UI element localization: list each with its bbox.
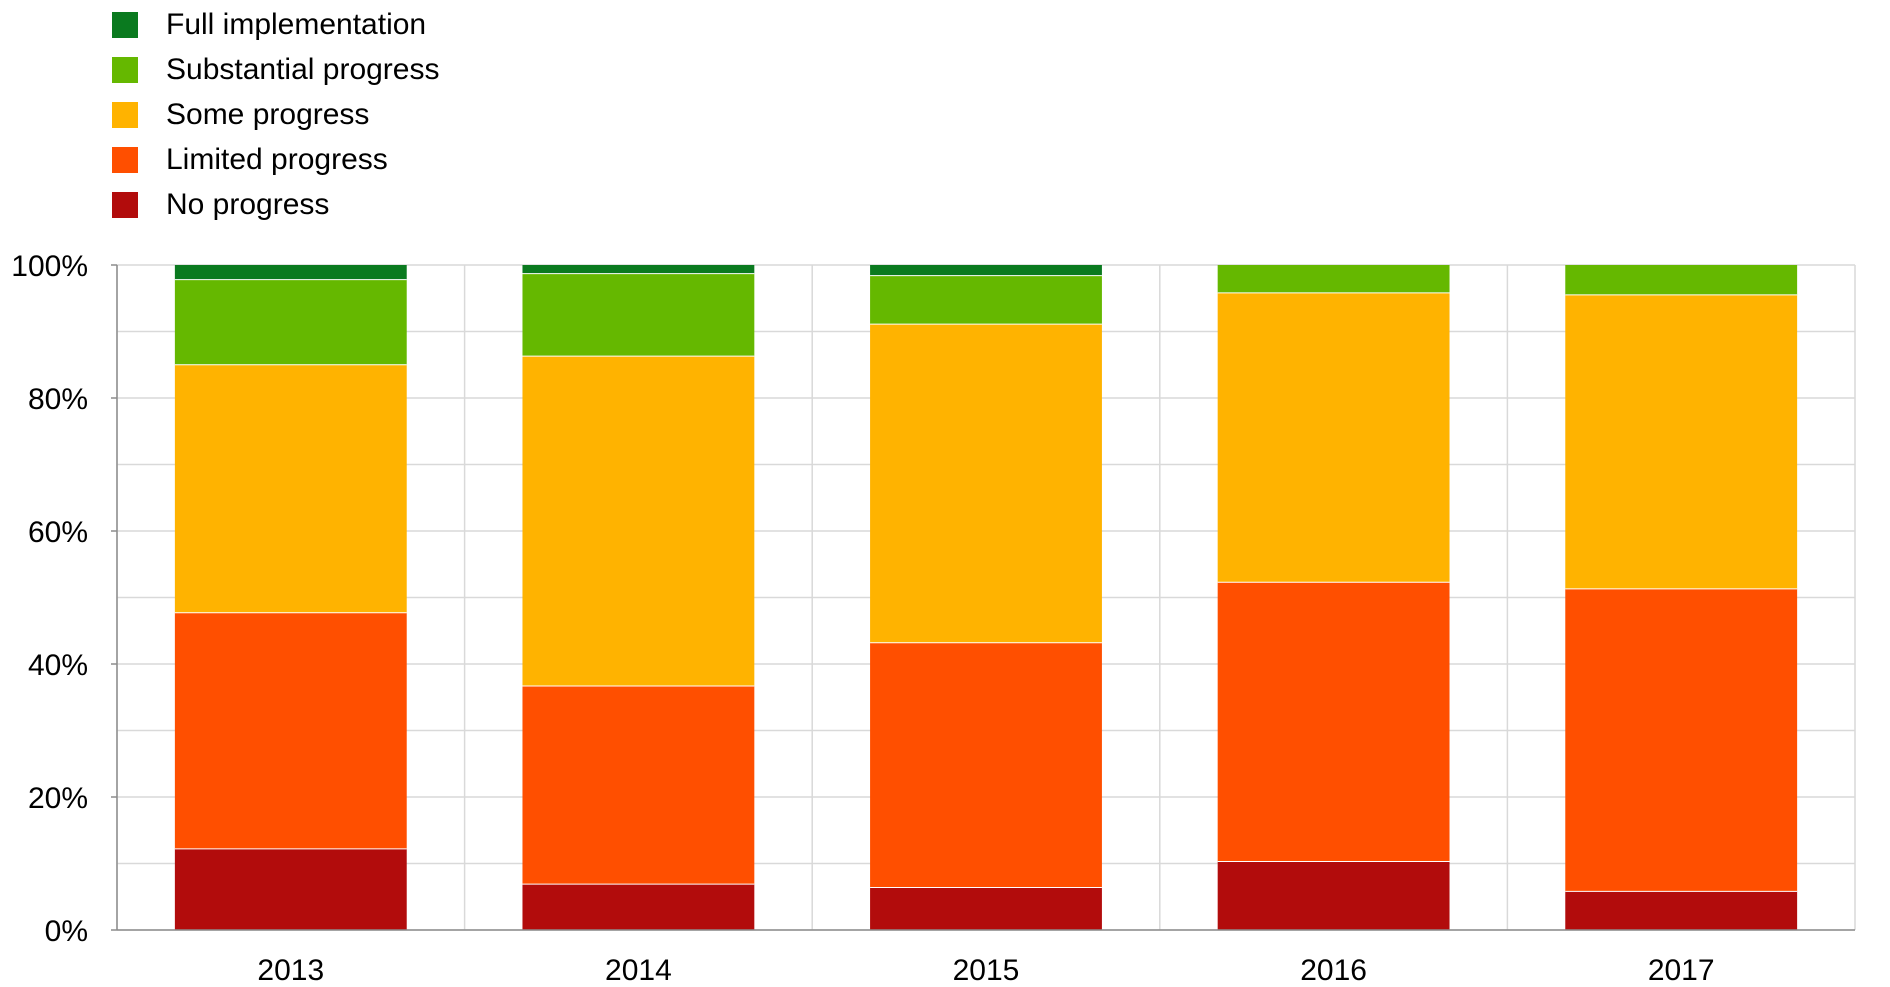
bar-segment bbox=[1565, 265, 1798, 295]
bar-segment bbox=[522, 356, 755, 686]
y-tick-label: 100% bbox=[11, 250, 88, 283]
legend-label: Limited progress bbox=[166, 142, 388, 176]
legend-item: Substantial progress bbox=[112, 47, 440, 92]
bar-segment bbox=[1217, 265, 1450, 293]
bar-segment bbox=[1217, 861, 1450, 930]
bar-segment bbox=[1565, 891, 1798, 930]
x-tick-label: 2013 bbox=[257, 954, 324, 987]
bar-segment bbox=[1565, 588, 1798, 892]
bar-segment bbox=[522, 265, 755, 274]
legend-label: Full implementation bbox=[166, 7, 427, 41]
bar-segment bbox=[522, 273, 755, 357]
y-tick-label: 20% bbox=[28, 782, 88, 815]
legend-item: Some progress bbox=[112, 92, 440, 137]
legend-label: Substantial progress bbox=[166, 52, 440, 86]
bar-segment bbox=[1565, 294, 1798, 589]
bar-segment bbox=[870, 642, 1102, 888]
x-tick-label: 2017 bbox=[1648, 954, 1715, 987]
y-tick-label: 60% bbox=[28, 516, 88, 549]
legend-swatch bbox=[112, 191, 138, 218]
legend-swatch bbox=[112, 146, 138, 173]
legend-swatch bbox=[112, 56, 138, 83]
x-tick-label: 2014 bbox=[605, 954, 672, 987]
y-tick-label: 40% bbox=[28, 649, 88, 682]
x-tick-label: 2015 bbox=[953, 954, 1020, 987]
bar-segment bbox=[870, 887, 1102, 930]
bar-segment bbox=[522, 685, 755, 885]
bar-segment bbox=[1217, 582, 1450, 862]
bar-segment bbox=[1217, 292, 1450, 583]
legend-item: Limited progress bbox=[112, 137, 440, 182]
bar-segment bbox=[870, 265, 1102, 276]
bar-segment bbox=[522, 884, 755, 930]
bar-segment bbox=[174, 612, 407, 849]
legend: Full implementation Substantial progress S… bbox=[112, 2, 440, 227]
legend-item: Full implementation bbox=[112, 2, 440, 47]
legend-label: Some progress bbox=[166, 97, 370, 131]
legend-item: No progress bbox=[112, 182, 440, 227]
y-tick-label: 0% bbox=[45, 915, 88, 948]
bar-segment bbox=[174, 265, 407, 280]
bar-segment bbox=[870, 324, 1102, 643]
bar-segment bbox=[870, 275, 1102, 325]
bar-segment bbox=[174, 364, 407, 613]
legend-label: No progress bbox=[166, 187, 330, 221]
y-tick-label: 80% bbox=[28, 383, 88, 416]
bar-segment bbox=[174, 848, 407, 930]
bar-segment bbox=[174, 279, 407, 365]
x-tick-label: 2016 bbox=[1300, 954, 1367, 987]
legend-swatch bbox=[112, 101, 138, 128]
legend-swatch bbox=[112, 11, 138, 38]
